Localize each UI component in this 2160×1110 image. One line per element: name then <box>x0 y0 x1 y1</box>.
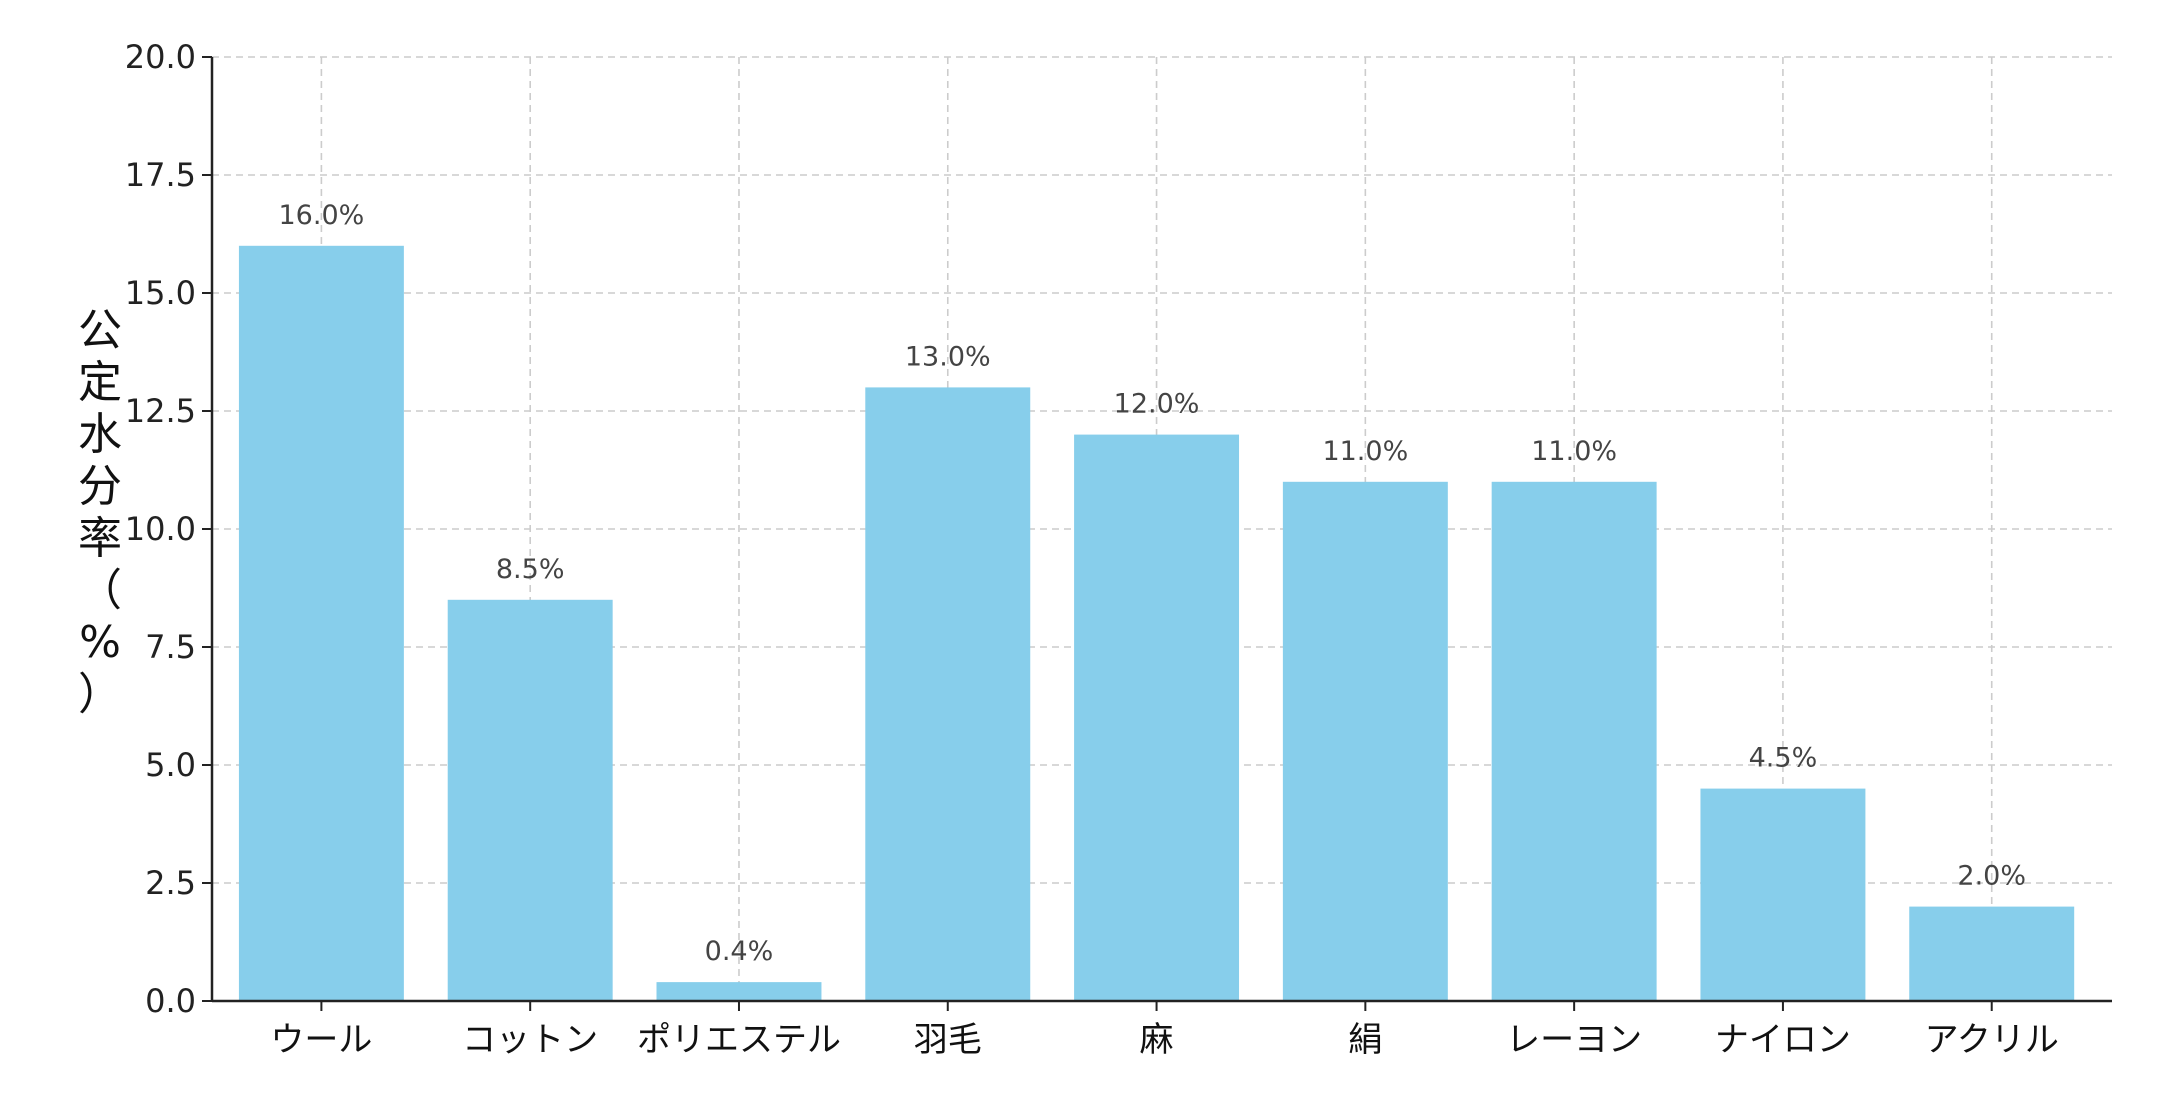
bar-1 <box>238 245 404 1002</box>
y-tick-label: 12.5 <box>125 392 196 430</box>
x-tick-label: ポリエステル <box>637 1020 841 1060</box>
bar-9 <box>1909 906 2075 1001</box>
data-label: 0.4% <box>705 936 774 967</box>
x-tick-label: 麻 <box>1140 1020 1174 1060</box>
bar-2 <box>447 599 613 1001</box>
data-label: 8.5% <box>496 554 565 585</box>
y-tick-label: 17.5 <box>125 156 196 194</box>
labels: 0.0 2.5 5.0 7.5 10.0 12.5 15.0 17.5 20.0 16.0% ウール… <box>78 38 2059 1060</box>
y-tick-label: 20.0 <box>125 38 196 76</box>
x-tick-label: アクリル <box>1925 1020 2059 1060</box>
y-axis-label-char: % <box>79 617 121 668</box>
y-tick-label: 10.0 <box>125 510 196 548</box>
y-axis-label-char: 公 <box>78 305 122 356</box>
data-label: 13.0% <box>905 341 991 372</box>
bar-6 <box>1282 481 1448 1001</box>
y-tick-label: 2.5 <box>145 864 196 902</box>
y-tick-label: 15.0 <box>125 274 196 312</box>
bar-4 <box>865 387 1031 1001</box>
x-tick-label: 絹 <box>1348 1020 1382 1060</box>
y-axis-label-char: 水 <box>78 409 122 460</box>
bar-8 <box>1700 788 1866 1001</box>
bar-5 <box>1074 434 1240 1002</box>
bars <box>238 245 2075 1002</box>
x-tick-label: コットン <box>462 1020 598 1060</box>
x-tick-label: レーヨン <box>1506 1020 1642 1060</box>
data-label: 2.0% <box>1957 861 2026 892</box>
data-label: 12.0% <box>1114 389 1200 420</box>
y-axis-label-char: （ <box>78 565 122 616</box>
data-label: 4.5% <box>1749 743 1818 774</box>
data-label: 11.0% <box>1322 436 1408 467</box>
y-tick-label: 7.5 <box>145 628 196 666</box>
bar-3 <box>656 982 822 1001</box>
x-tick-label: ナイロン <box>1715 1020 1851 1060</box>
x-tick-label: ウール <box>270 1020 372 1060</box>
y-axis-label-char: ） <box>78 669 122 720</box>
y-tick-label: 5.0 <box>145 746 196 784</box>
y-axis-label-char: 分 <box>78 461 122 512</box>
y-axis-label-char: 定 <box>78 357 122 408</box>
data-label: 11.0% <box>1531 436 1617 467</box>
axes <box>202 56 2112 1011</box>
data-label: 16.0% <box>279 200 365 231</box>
x-tick-label: 羽毛 <box>914 1020 982 1060</box>
bar-7 <box>1491 481 1657 1001</box>
y-axis-label-char: 率 <box>78 513 122 564</box>
y-axis-label: 公定水分率（%） <box>78 305 122 720</box>
y-tick-label: 0.0 <box>145 982 196 1020</box>
